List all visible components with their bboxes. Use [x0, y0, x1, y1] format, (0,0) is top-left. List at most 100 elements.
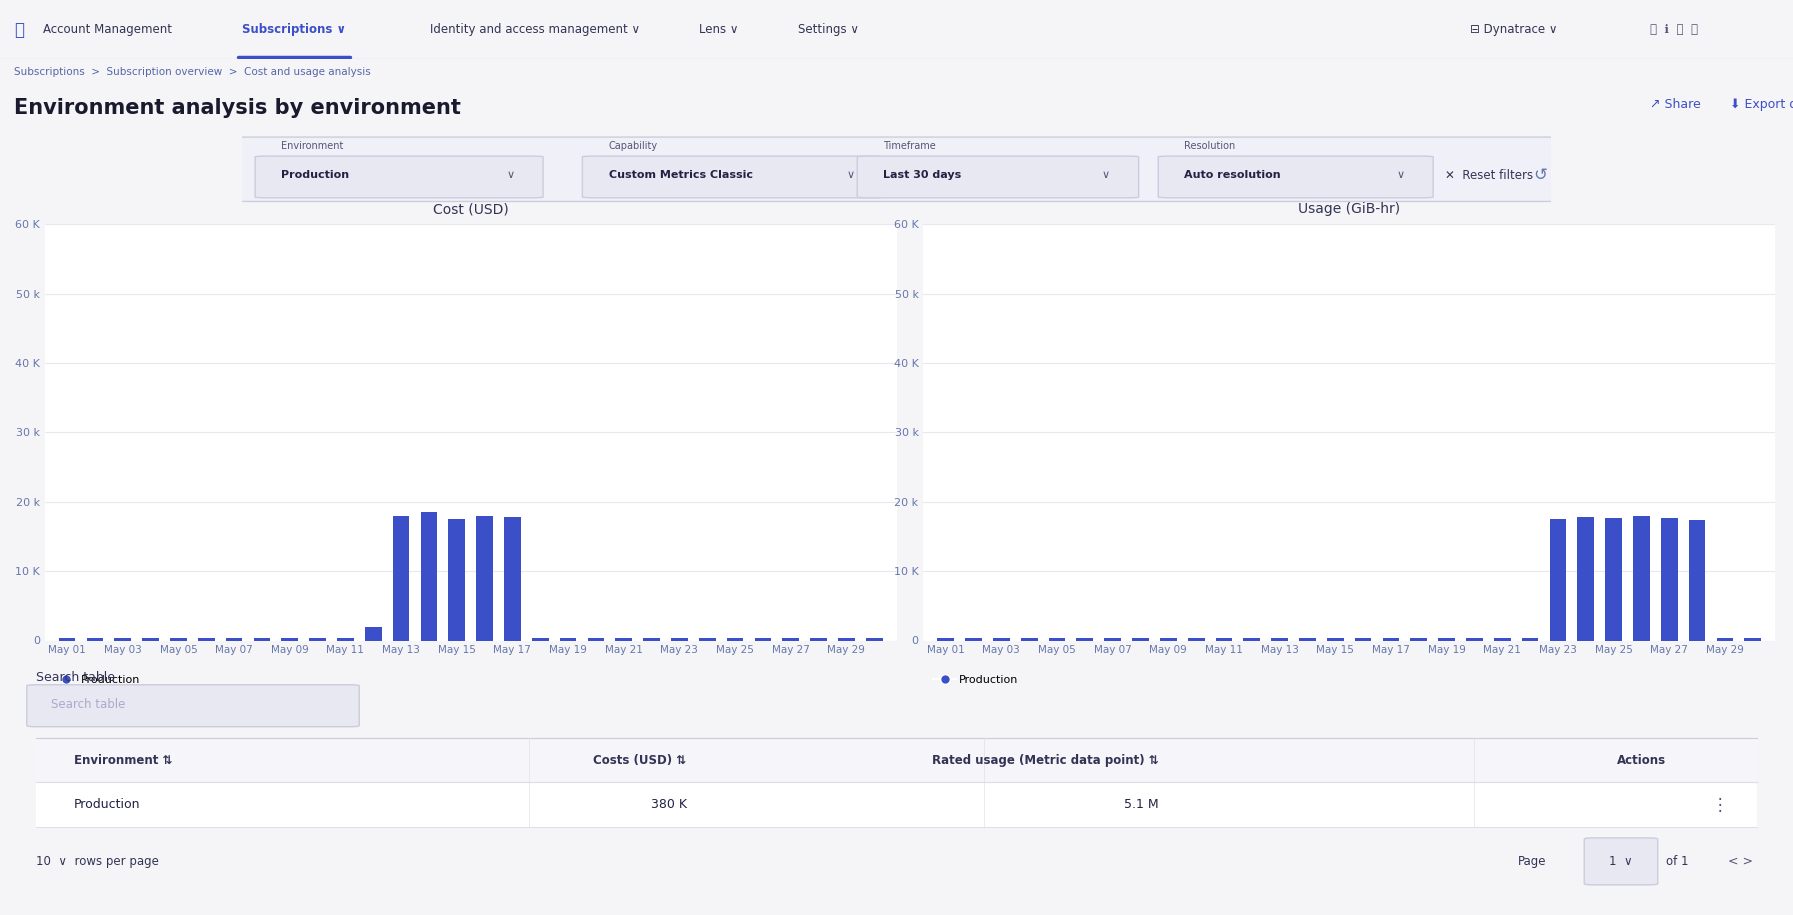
Bar	[1187, 639, 1205, 640]
FancyBboxPatch shape	[222, 137, 1567, 201]
Bar	[1522, 639, 1538, 640]
Bar	[1494, 639, 1511, 640]
Title: Cost (USD): Cost (USD)	[432, 202, 509, 216]
Text: Environment analysis by environment: Environment analysis by environment	[14, 98, 461, 117]
Bar	[421, 512, 437, 640]
Text: ⊟ Dynatrace ∨: ⊟ Dynatrace ∨	[1470, 23, 1558, 37]
Bar	[1605, 519, 1623, 640]
Bar	[533, 639, 549, 640]
Bar	[1049, 639, 1065, 640]
Legend: Production: Production	[929, 670, 1022, 689]
Bar	[504, 517, 520, 640]
Text: ↗ Share: ↗ Share	[1650, 98, 1700, 111]
Text: Last 30 days: Last 30 days	[884, 170, 961, 180]
Bar	[1633, 516, 1650, 640]
Bar	[115, 639, 131, 640]
Text: Subscriptions  >  Subscription overview  >  Cost and usage analysis: Subscriptions > Subscription overview > …	[14, 67, 371, 77]
FancyBboxPatch shape	[857, 156, 1139, 198]
Bar	[1076, 639, 1094, 640]
Text: ∨: ∨	[1397, 170, 1404, 180]
Bar	[671, 639, 689, 640]
Bar	[393, 515, 409, 640]
Text: ⬛: ⬛	[14, 21, 25, 38]
Bar	[1271, 639, 1287, 640]
Text: 1  ∨: 1 ∨	[1608, 855, 1633, 868]
Bar	[1689, 520, 1705, 640]
Bar	[226, 639, 242, 640]
Text: ⬇ Export data: ⬇ Export data	[1730, 98, 1793, 111]
Text: 10  ∨  rows per page: 10 ∨ rows per page	[36, 855, 158, 868]
Legend: Production: Production	[50, 670, 143, 689]
Text: 5.1 M: 5.1 M	[1124, 798, 1158, 811]
Text: Identity and access management ∨: Identity and access management ∨	[430, 23, 640, 37]
Bar	[837, 639, 855, 640]
Bar	[1716, 639, 1734, 640]
Text: Actions: Actions	[1617, 754, 1666, 767]
Text: < >: < >	[1728, 855, 1754, 868]
Bar	[1467, 639, 1483, 640]
Text: ∨: ∨	[1101, 170, 1110, 180]
Text: Custom Metrics Classic: Custom Metrics Classic	[608, 170, 753, 180]
Bar	[1327, 639, 1343, 640]
Text: Page: Page	[1517, 855, 1546, 868]
Bar	[1244, 639, 1260, 640]
Bar	[36, 782, 1757, 827]
Bar	[1131, 639, 1149, 640]
Bar	[86, 639, 104, 640]
Text: Settings ∨: Settings ∨	[798, 23, 859, 37]
Bar	[308, 639, 326, 640]
FancyBboxPatch shape	[1158, 156, 1433, 198]
Bar	[588, 639, 604, 640]
Bar	[1300, 639, 1316, 640]
Bar	[448, 519, 464, 640]
Text: Environment: Environment	[282, 141, 344, 151]
Bar	[59, 639, 75, 640]
Text: Auto resolution: Auto resolution	[1185, 170, 1280, 180]
FancyBboxPatch shape	[255, 156, 543, 198]
FancyBboxPatch shape	[1585, 838, 1659, 885]
Text: ∨: ∨	[506, 170, 515, 180]
Bar	[1160, 639, 1176, 640]
Bar	[965, 639, 983, 640]
Bar	[1660, 518, 1678, 640]
Bar	[644, 639, 660, 640]
Bar	[366, 627, 382, 640]
Bar	[726, 639, 744, 640]
Bar	[337, 639, 353, 640]
Text: Search table: Search table	[52, 698, 126, 711]
Bar	[1411, 639, 1427, 640]
FancyBboxPatch shape	[583, 156, 884, 198]
Text: Production: Production	[282, 170, 350, 180]
Text: Account Management: Account Management	[43, 23, 172, 37]
Bar	[36, 737, 1757, 782]
Text: Timeframe: Timeframe	[884, 141, 936, 151]
Bar	[253, 639, 271, 640]
Bar	[1438, 639, 1454, 640]
Text: Costs (USD) ⇅: Costs (USD) ⇅	[593, 754, 687, 767]
Bar	[1216, 639, 1232, 640]
Bar	[282, 639, 298, 640]
Bar	[197, 639, 215, 640]
Bar	[866, 639, 882, 640]
Text: Capability: Capability	[608, 141, 658, 151]
Bar	[142, 639, 160, 640]
Text: Search table: Search table	[36, 672, 115, 684]
Text: 380 K: 380 K	[651, 798, 687, 811]
FancyBboxPatch shape	[27, 684, 359, 727]
Text: ✕  Reset filters: ✕ Reset filters	[1445, 168, 1533, 182]
Bar	[993, 639, 1009, 640]
Text: ↺: ↺	[1533, 167, 1547, 184]
Bar	[615, 639, 633, 640]
Bar	[1356, 639, 1372, 640]
Text: Resolution: Resolution	[1185, 141, 1235, 151]
Bar	[755, 639, 771, 640]
Bar	[477, 515, 493, 640]
Text: 💬  ℹ  🔔  👤: 💬 ℹ 🔔 👤	[1650, 23, 1698, 37]
Bar	[1020, 639, 1038, 640]
Bar	[559, 639, 576, 640]
Bar	[1745, 639, 1761, 640]
Bar	[1578, 517, 1594, 640]
Text: Production: Production	[74, 798, 140, 811]
Bar	[1549, 519, 1567, 640]
Bar	[1104, 639, 1121, 640]
